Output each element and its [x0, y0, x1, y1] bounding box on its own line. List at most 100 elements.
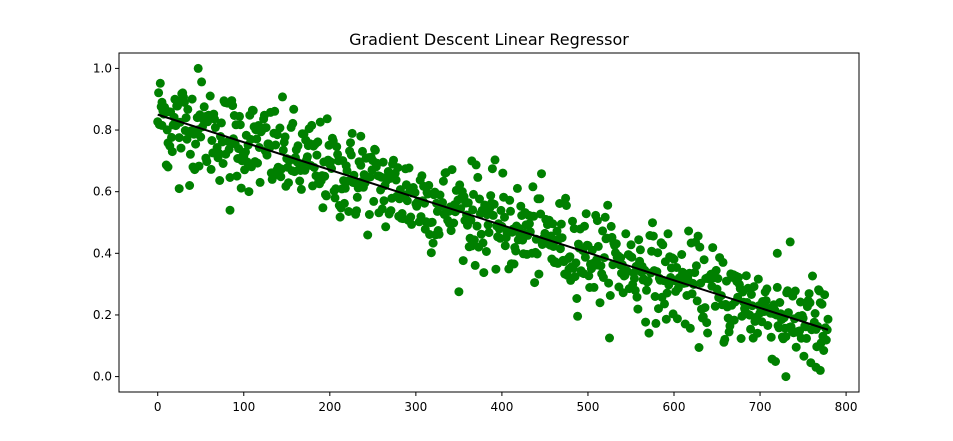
scatter-point [369, 196, 379, 206]
scatter-point [552, 226, 562, 236]
scatter-point [580, 221, 589, 231]
scatter-point [487, 164, 497, 174]
scatter-point [174, 133, 184, 143]
scatter-point [819, 346, 829, 355]
scatter-point [278, 145, 288, 155]
scatter-point [699, 255, 709, 265]
scatter-point [498, 168, 508, 178]
scatter-point [187, 94, 197, 104]
scatter-point [356, 131, 366, 141]
scatter-point [488, 210, 498, 220]
scatter-point [378, 157, 388, 167]
scatter-point [641, 317, 651, 327]
scatter-point [785, 237, 795, 247]
scatter-point [475, 194, 484, 204]
y-tick-label: 0.8 [93, 123, 112, 137]
scatter-point [592, 216, 602, 226]
scatter-point [627, 252, 637, 262]
scatter-point [677, 250, 687, 259]
scatter-point [694, 343, 704, 352]
scatter-point [489, 199, 499, 209]
scatter-point [463, 198, 473, 208]
scatter-point [202, 157, 212, 167]
scatter-point [196, 132, 206, 142]
scatter-point [381, 222, 391, 232]
scatter-point [820, 290, 830, 300]
scatter-point [528, 182, 538, 192]
scatter-point [183, 104, 193, 114]
scatter-point [296, 184, 306, 194]
scatter-point [511, 246, 521, 256]
scatter-point [295, 176, 305, 186]
scatter-point [469, 235, 479, 245]
scatter-point [669, 254, 679, 264]
scatter-point [276, 172, 286, 182]
scatter-point [741, 271, 751, 281]
scatter-point [684, 226, 694, 236]
scatter-point [529, 211, 539, 221]
scatter-point [332, 142, 342, 152]
x-tick-label: 700 [749, 400, 772, 414]
y-tick-label: 0.0 [93, 370, 112, 384]
scatter-point [330, 193, 340, 203]
scatter-point [693, 231, 703, 241]
scatter-point [491, 264, 501, 274]
scatter-point [486, 191, 496, 201]
regression-line [157, 113, 829, 331]
scatter-point [261, 123, 271, 133]
scatter-point [406, 212, 416, 222]
scatter-point [424, 180, 434, 190]
scatter-point [157, 97, 167, 107]
scatter-point [796, 297, 805, 307]
scatter-point [234, 144, 244, 154]
scatter-point [633, 304, 643, 314]
scatter-point [606, 221, 616, 231]
scatter-point [648, 231, 658, 241]
scatter-point [746, 324, 756, 334]
scatter-point [790, 286, 800, 296]
scatter-point [663, 229, 673, 239]
scatter-point [300, 165, 310, 175]
scatter-points [153, 63, 833, 382]
scatter-point [244, 187, 254, 197]
scatter-point [379, 196, 389, 206]
scatter-point [417, 171, 427, 181]
scatter-point [555, 199, 565, 208]
scatter-point [581, 209, 591, 219]
scatter-point [672, 314, 682, 324]
scatter-point [506, 206, 515, 216]
scatter-point [808, 271, 817, 281]
scatter-point [340, 183, 350, 193]
scatter-point [643, 276, 653, 286]
scatter-point [749, 282, 759, 292]
scatter-point [616, 253, 626, 263]
scatter-point [736, 334, 746, 343]
scatter-point [810, 309, 820, 318]
scatter-point [179, 97, 189, 107]
scatter-point [572, 294, 582, 303]
scatter-point [410, 188, 420, 198]
scatter-point [389, 155, 398, 165]
scatter-point [557, 233, 567, 243]
scatter-point [509, 259, 519, 269]
scatter-point [611, 239, 621, 249]
scatter-point [199, 102, 209, 112]
scatter-point [720, 334, 730, 344]
scatter-point [535, 194, 545, 204]
scatter-point [468, 205, 478, 215]
scatter-point [690, 268, 700, 278]
x-tick-label: 200 [318, 400, 341, 414]
scatter-point [516, 201, 526, 211]
scatter-point [479, 268, 489, 278]
scatter-point [644, 328, 654, 338]
scatter-point [802, 333, 811, 343]
scatter-point [781, 332, 791, 342]
scatter-point [712, 284, 722, 294]
scatter-point [235, 120, 245, 130]
plot-area-frame [118, 52, 860, 393]
chart-title: Gradient Descent Linear Regressor [349, 30, 629, 49]
scatter-point [449, 218, 459, 228]
scatter-point [193, 63, 203, 73]
scatter-point [713, 274, 723, 283]
